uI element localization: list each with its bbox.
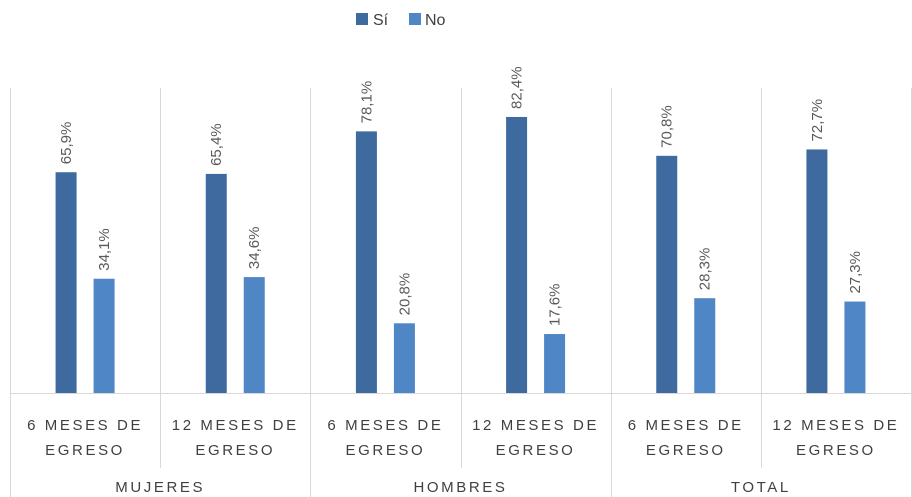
- bar-no: [393, 323, 415, 393]
- category-label-line2: EGRESO: [646, 442, 726, 459]
- category-label-line2: EGRESO: [45, 442, 125, 459]
- group-label: TOTAL: [731, 479, 791, 496]
- data-label: 65,4%: [208, 123, 225, 166]
- category-label-line1: 12 MESES DE: [472, 417, 599, 434]
- category-label-line2: EGRESO: [496, 442, 576, 459]
- bar-si: [205, 173, 227, 393]
- group-label: MUJERES: [115, 479, 205, 496]
- data-label: 70,8%: [659, 105, 676, 148]
- data-label: 82,4%: [509, 66, 526, 109]
- data-label: 65,9%: [58, 122, 75, 165]
- bars: [55, 116, 866, 394]
- category-label: 12 MESES DE EGRESO: [472, 417, 599, 459]
- data-label: 34,1%: [96, 228, 113, 271]
- category-label-line1: 12 MESES DE: [772, 417, 899, 434]
- data-label: 78,1%: [358, 81, 375, 124]
- category-separators: [10, 88, 912, 497]
- bar-si: [55, 172, 77, 393]
- category-label: 6 MESES DE EGRESO: [27, 417, 143, 459]
- data-label: 72,7%: [809, 99, 826, 142]
- bar-no: [243, 277, 265, 393]
- category-label: 12 MESES DE EGRESO: [172, 417, 299, 459]
- category-label: 6 MESES DE EGRESO: [628, 417, 744, 459]
- category-label-line1: 6 MESES DE: [628, 417, 744, 434]
- category-label-line2: EGRESO: [195, 442, 275, 459]
- bar-no: [694, 298, 716, 393]
- category-label-line1: 12 MESES DE: [172, 417, 299, 434]
- bar-no: [844, 301, 866, 393]
- legend-swatch: [409, 13, 421, 25]
- data-label: 17,6%: [547, 283, 564, 326]
- legend-item-si: Sí: [356, 12, 389, 29]
- category-label-line2: EGRESO: [796, 442, 876, 459]
- legend-swatch: [356, 13, 368, 25]
- bar-no: [93, 278, 115, 393]
- group-label: HOMBRES: [413, 479, 507, 496]
- category-label-line2: EGRESO: [346, 442, 426, 459]
- bar-no: [544, 334, 566, 393]
- data-labels: 65,9% 34,1% 65,4% 34,6% 78,1% 20,8% 82,4% 17,6%…: [58, 66, 864, 326]
- category-label: 12 MESES DE EGRESO: [772, 417, 899, 459]
- legend: Sí No: [356, 12, 446, 29]
- data-label: 27,3%: [847, 251, 864, 294]
- category-label: 6 MESES DE EGRESO: [327, 417, 443, 459]
- category-label-line1: 6 MESES DE: [27, 417, 143, 434]
- legend-item-no: No: [409, 12, 446, 29]
- bar-si: [806, 149, 828, 393]
- bar-si: [355, 131, 377, 394]
- category-label-line1: 6 MESES DE: [327, 417, 443, 434]
- legend-label: Sí: [373, 12, 389, 29]
- bar-si: [656, 155, 678, 393]
- data-label: 34,6%: [246, 227, 263, 270]
- data-label: 28,3%: [697, 248, 714, 291]
- legend-label: No: [425, 12, 446, 29]
- bar-si: [506, 116, 528, 394]
- data-label: 20,8%: [396, 273, 413, 316]
- group-labels: MUJERES HOMBRES TOTAL: [115, 479, 791, 496]
